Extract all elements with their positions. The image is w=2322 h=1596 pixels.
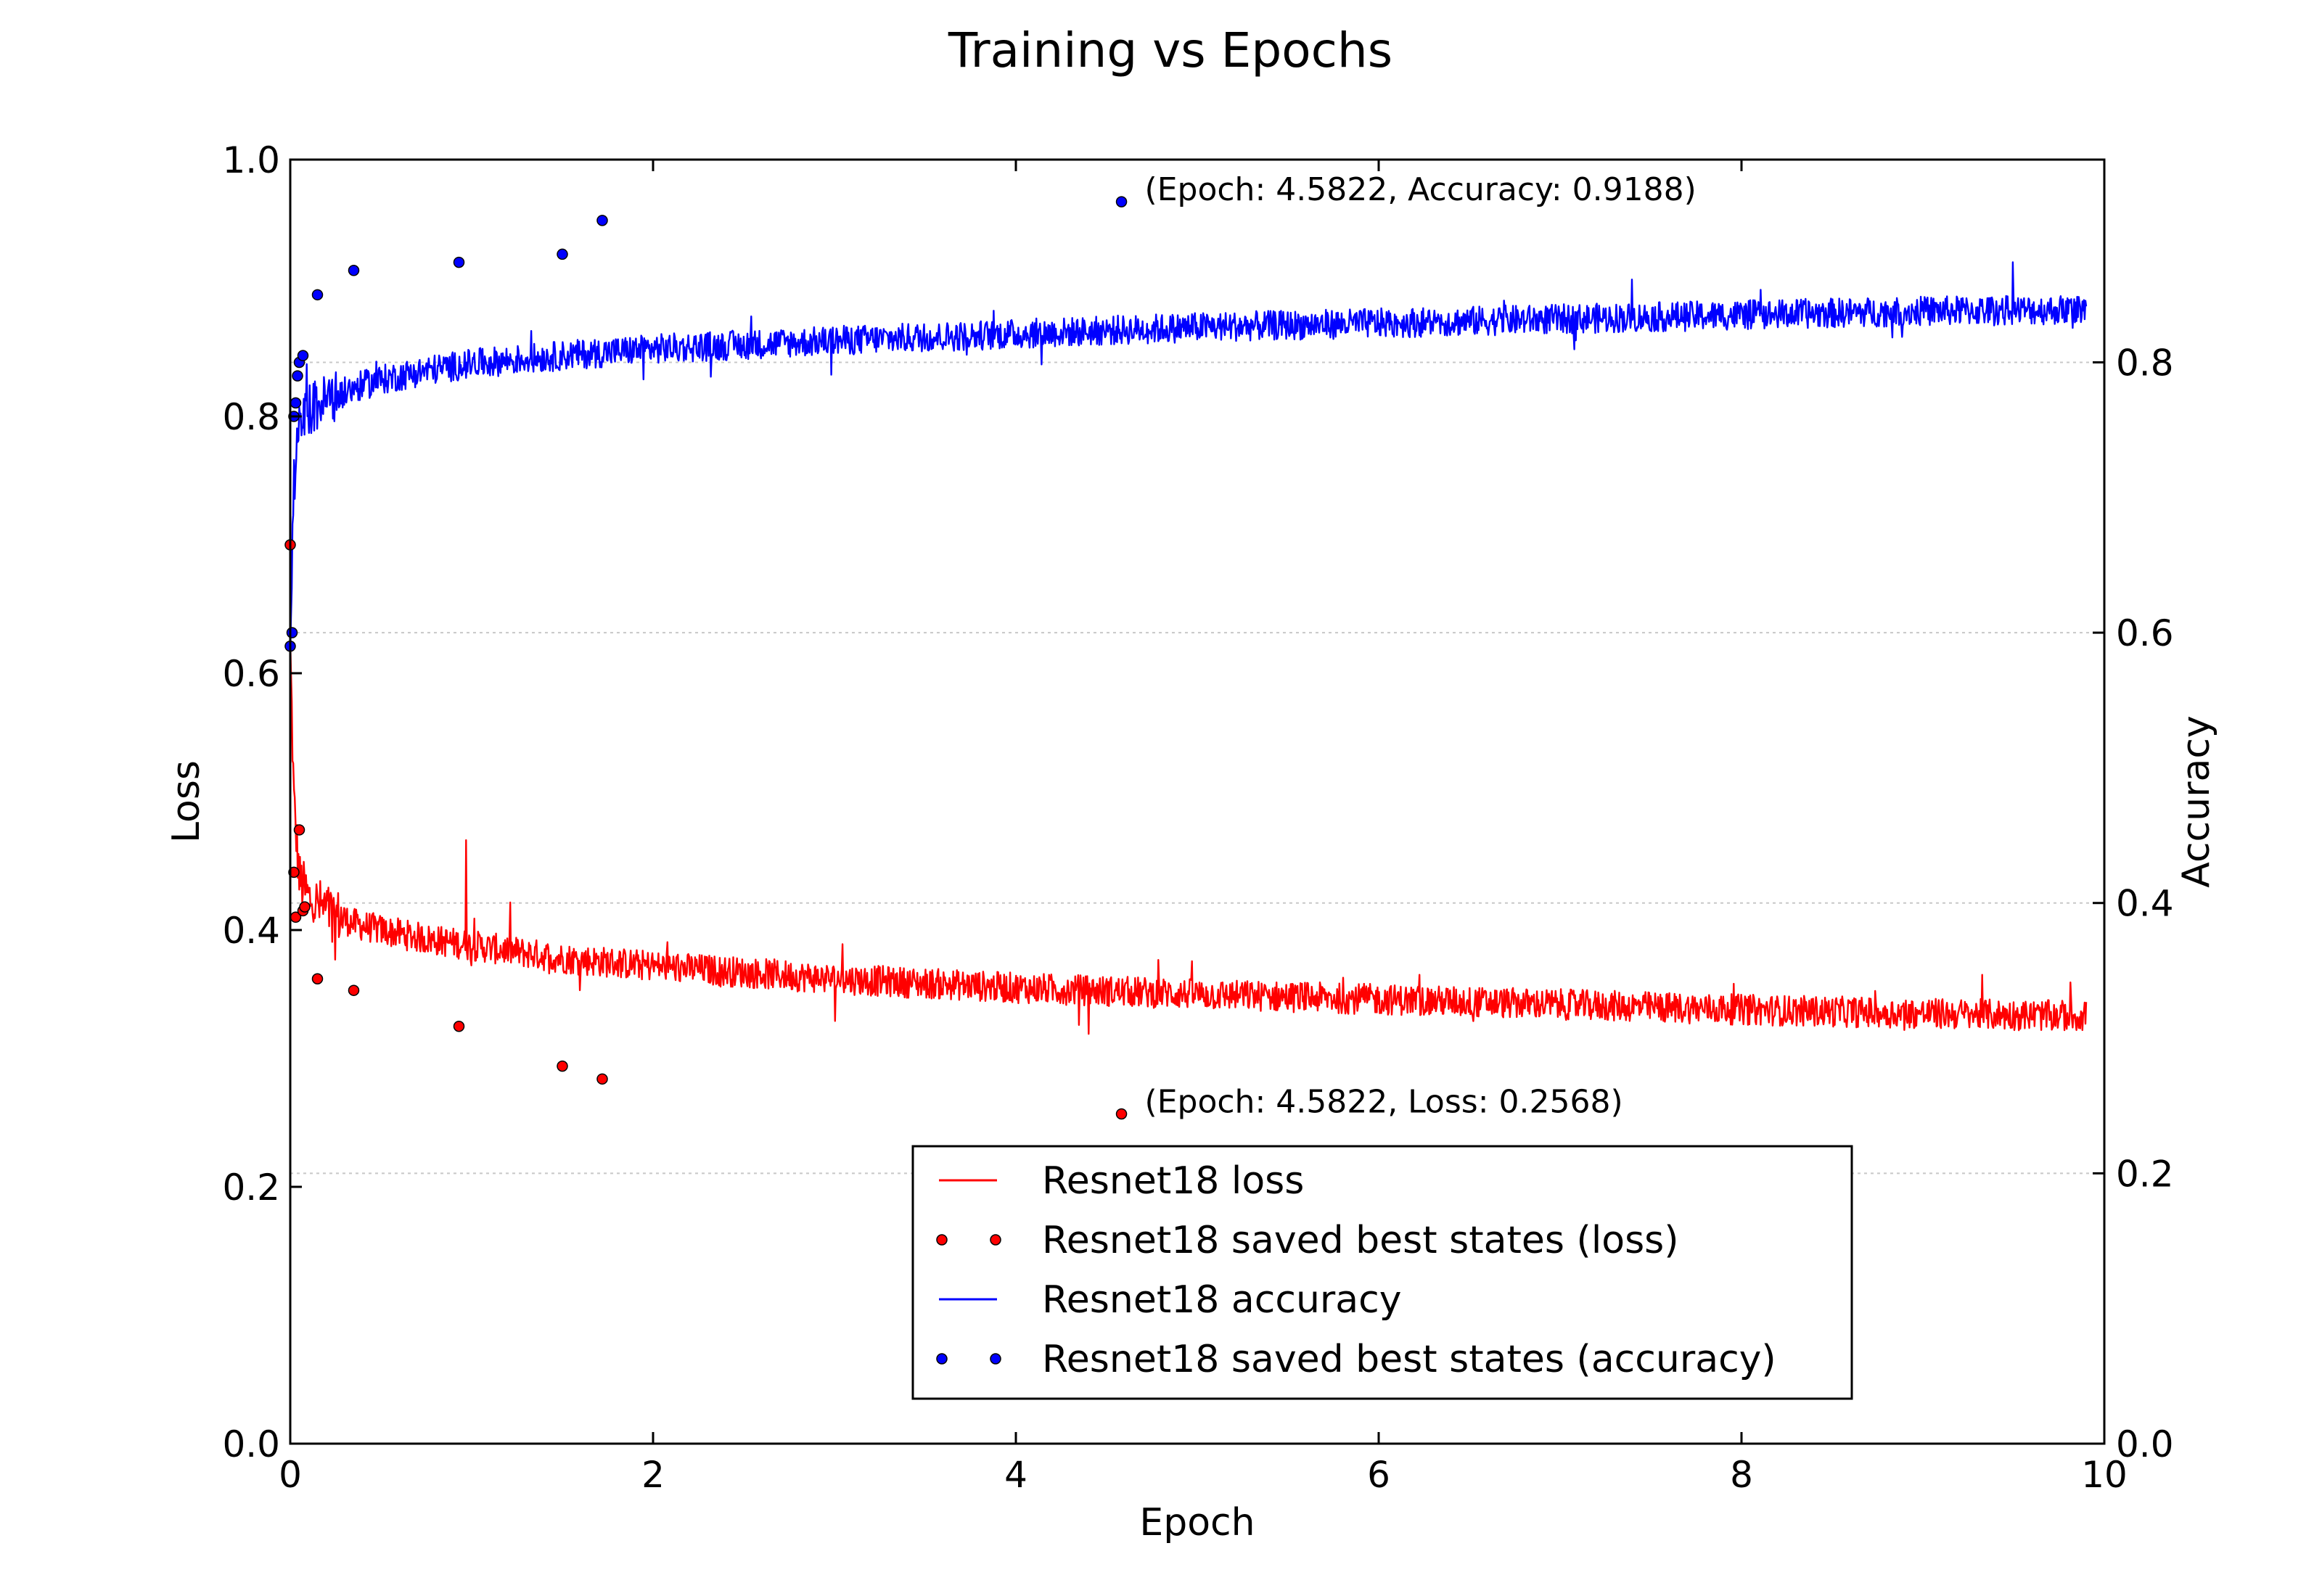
legend: Resnet18 loss Resnet18 saved best states… — [911, 1145, 1853, 1400]
x-tick-label: 6 — [1367, 1454, 1390, 1496]
y-right-tick-label: 0.2 — [2116, 1153, 2174, 1195]
legend-loss-points-swatch-a — [936, 1234, 948, 1246]
y-left-tick-label: 1.0 — [222, 139, 280, 181]
annotation-label: (Epoch: 4.5822, Accuracy: 0.9188) — [1145, 171, 1697, 208]
y-left-tick-label: 0.8 — [222, 396, 280, 438]
annotation-label: (Epoch: 4.5822, Loss: 0.2568) — [1145, 1083, 1623, 1120]
saved-state-point — [286, 627, 298, 638]
y-right-tick-label: 0.6 — [2116, 612, 2174, 654]
saved-state-point — [293, 824, 305, 836]
chart-title: Training vs Epochs — [948, 22, 1392, 78]
saved-state-point — [348, 984, 360, 996]
saved-state-point — [453, 1021, 465, 1032]
y-axis-label-left: Loss — [165, 760, 208, 843]
legend-loss-points-swatch-b — [990, 1234, 1001, 1246]
y-left-tick-label: 0.4 — [222, 910, 280, 952]
ticks-layer: 0 2 4 6 8 100.00.20.40.60.81.00.00.20.40.60.8 — [222, 139, 2173, 1496]
plot-frame — [289, 158, 2106, 1445]
x-tick-label: 4 — [1004, 1454, 1027, 1496]
y-right-tick-label: 0.0 — [2116, 1423, 2174, 1465]
x-tick-label: 0 — [279, 1454, 302, 1496]
saved-state-point — [299, 901, 311, 913]
legend-label-accuracy-best: Resnet18 saved best states (accuracy) — [1042, 1338, 1776, 1381]
x-tick-label: 10 — [2081, 1454, 2128, 1496]
saved-state-point — [290, 397, 302, 409]
legend-accuracy-points-swatch-a — [936, 1353, 948, 1365]
saved-state-point — [596, 1073, 608, 1085]
saved-state-point — [596, 215, 608, 226]
y-axis-label-right: Accuracy — [2175, 715, 2218, 887]
x-tick-label: 8 — [1730, 1454, 1753, 1496]
saved-state-point — [297, 350, 309, 361]
x-axis-label: Epoch — [1139, 1501, 1255, 1544]
points-layer — [284, 196, 1128, 1120]
saved-state-point — [1115, 1108, 1128, 1120]
x-tick-label: 2 — [641, 1454, 665, 1496]
legend-label-loss: Resnet18 loss — [1042, 1159, 1304, 1203]
legend-label-loss-best: Resnet18 saved best states (loss) — [1042, 1219, 1679, 1262]
series-line-0 — [289, 638, 2088, 1035]
saved-state-point — [311, 973, 324, 985]
series-line-2 — [289, 261, 2088, 654]
saved-state-point — [311, 289, 324, 301]
y-left-tick-label: 0.0 — [222, 1423, 280, 1465]
grid-lines — [290, 361, 2104, 1175]
saved-state-point — [453, 256, 465, 268]
legend-label-accuracy: Resnet18 accuracy — [1042, 1278, 1402, 1322]
annotations: (Epoch: 4.5822, Accuracy: 0.9188) (Epoch:… — [1145, 171, 1697, 1120]
legend-box — [911, 1145, 1853, 1400]
saved-state-point — [557, 248, 568, 260]
saved-state-point — [292, 370, 303, 382]
y-right-tick-label: 0.4 — [2116, 883, 2174, 925]
saved-state-point — [1115, 196, 1128, 207]
series-layer — [289, 261, 2088, 1035]
saved-state-point — [348, 265, 360, 276]
y-right-tick-label: 0.8 — [2116, 342, 2174, 384]
y-left-tick-label: 0.2 — [222, 1167, 280, 1209]
legend-accuracy-points-swatch-b — [990, 1353, 1001, 1365]
y-left-tick-label: 0.6 — [222, 653, 280, 695]
saved-state-point — [557, 1060, 568, 1072]
